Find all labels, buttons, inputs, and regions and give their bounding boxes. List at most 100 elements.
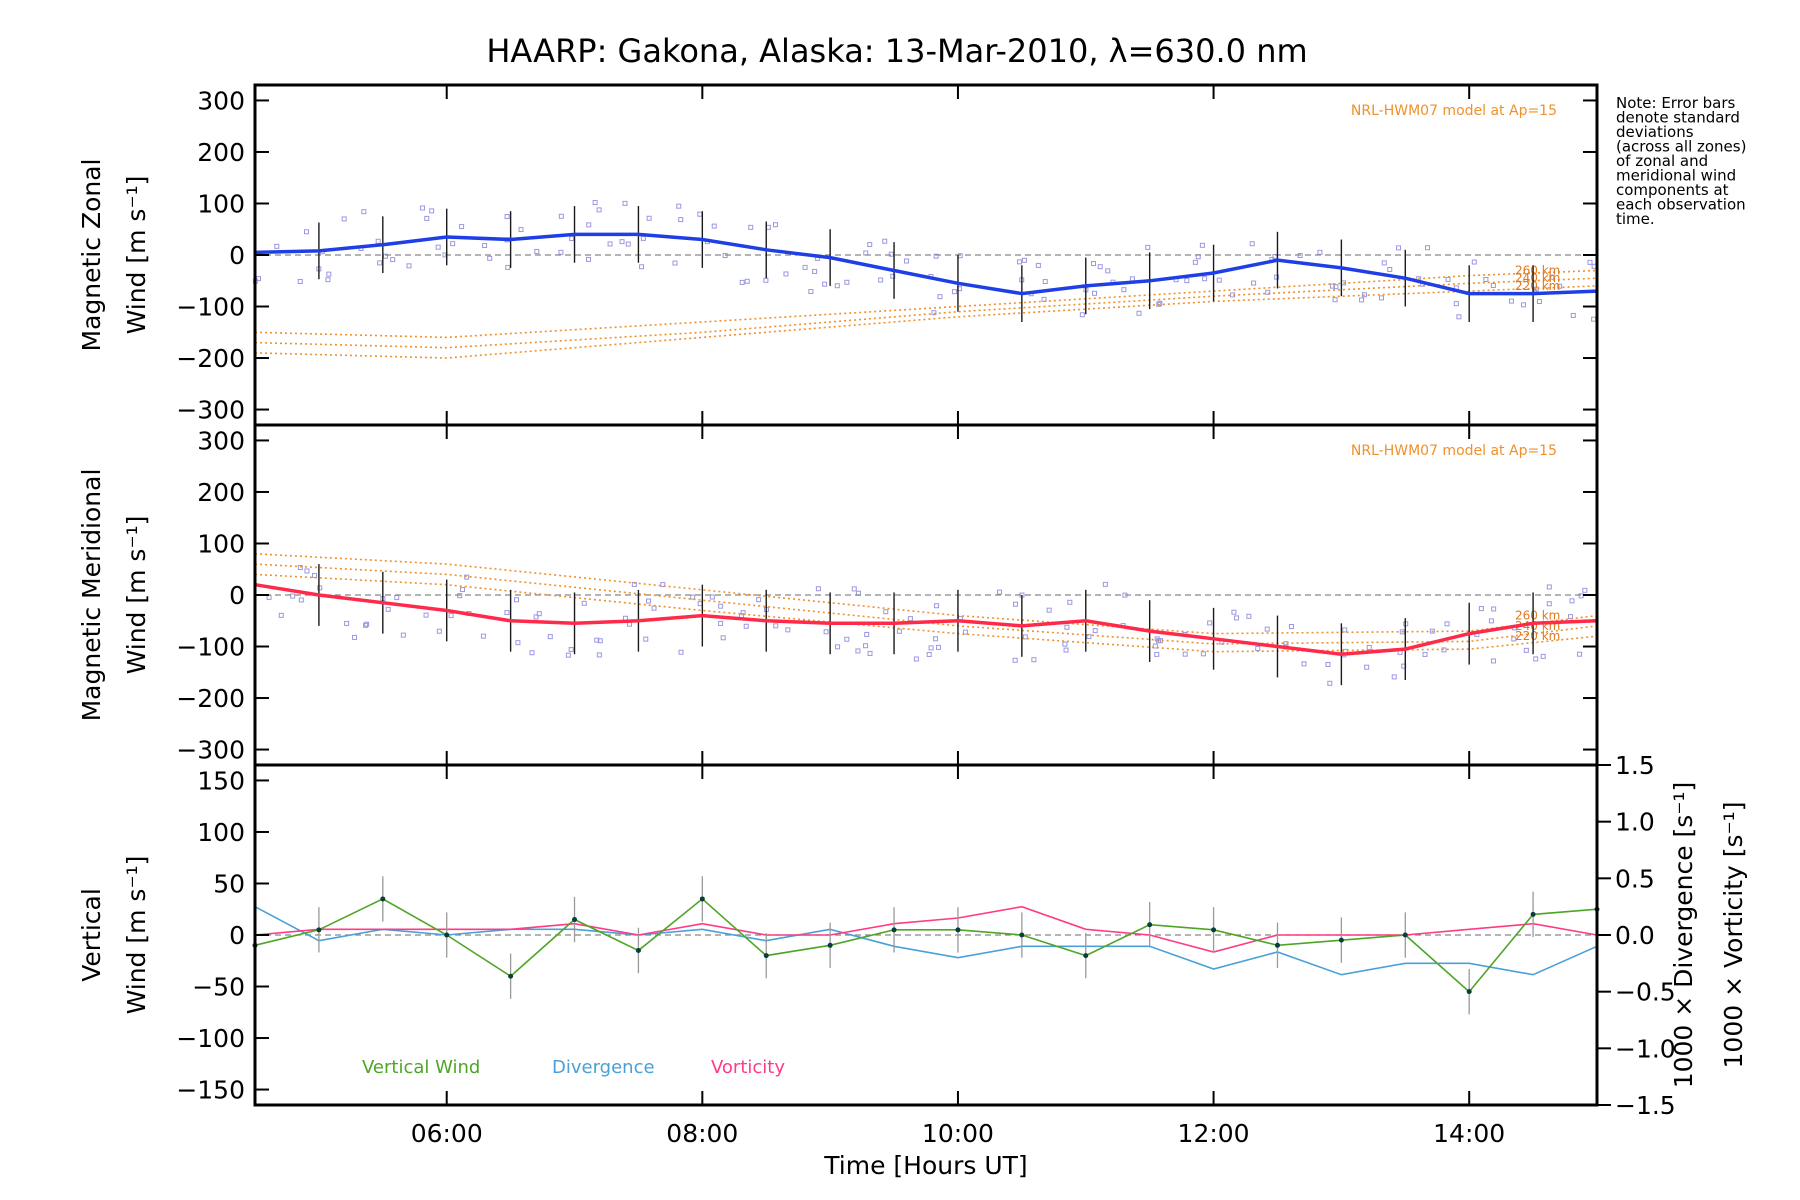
zone-sample xyxy=(569,236,575,242)
zone-sample xyxy=(1192,259,1198,265)
zone-sample xyxy=(394,595,400,601)
note-line: (across all zones) xyxy=(1616,138,1746,156)
zone-sample xyxy=(625,241,631,247)
zone-sample xyxy=(812,268,818,274)
zone-sample xyxy=(913,656,919,662)
zone-sample xyxy=(518,227,524,233)
zone-sample xyxy=(808,289,814,295)
zone-sample xyxy=(765,224,771,230)
zone-sample xyxy=(597,638,603,644)
zone-sample xyxy=(1035,262,1041,268)
data-point xyxy=(763,953,769,959)
model-altitude-label: 260 km xyxy=(1515,609,1560,623)
y-tick-label: 300 xyxy=(197,86,245,115)
zone-sample xyxy=(400,632,406,638)
zone-sample xyxy=(957,253,963,259)
zone-sample xyxy=(594,637,600,643)
zone-sample xyxy=(297,278,303,284)
note-line: meridional wind xyxy=(1616,167,1736,185)
data-point xyxy=(1338,937,1344,943)
zone-sample xyxy=(436,628,442,634)
zone-sample xyxy=(1274,274,1280,280)
data-point xyxy=(380,896,386,902)
y2-tick-label: 1.5 xyxy=(1615,751,1655,780)
zone-sample xyxy=(646,215,652,221)
data-point xyxy=(699,896,705,902)
y-tick-label: 0 xyxy=(229,581,245,610)
y-tick-label: −100 xyxy=(176,633,245,662)
zone-sample xyxy=(325,277,331,283)
zone-sample xyxy=(1121,287,1127,293)
zone-sample xyxy=(534,248,540,254)
zone-sample xyxy=(1012,657,1018,663)
zone-sample xyxy=(1046,607,1052,613)
zone-sample xyxy=(1471,259,1477,265)
y2-tick-label: −0.5 xyxy=(1615,978,1676,1007)
zone-sample xyxy=(907,616,913,622)
zone-sample xyxy=(1202,276,1208,282)
data-point xyxy=(1466,989,1472,995)
zone-sample xyxy=(1154,651,1160,657)
zone-sample xyxy=(1255,646,1261,652)
zone-sample xyxy=(533,614,539,620)
zone-sample xyxy=(1105,268,1111,274)
y-tick-label: −50 xyxy=(192,973,245,1002)
zone-sample xyxy=(1478,606,1484,612)
zone-sample xyxy=(1031,657,1037,663)
zone-sample xyxy=(867,242,873,248)
y-tick-label: 100 xyxy=(197,818,245,847)
zone-sample xyxy=(1156,638,1162,644)
chart-title: HAARP: Gakona, Alaska: 13-Mar-2010, λ=63… xyxy=(486,32,1307,70)
zone-sample xyxy=(1591,316,1597,322)
zone-sample xyxy=(646,598,652,604)
zone-sample xyxy=(487,255,493,261)
zone-sample xyxy=(928,645,934,651)
zone-sample xyxy=(1425,245,1431,251)
zone-sample xyxy=(429,208,435,214)
zone-sample xyxy=(297,564,303,570)
zone-sample xyxy=(1523,647,1529,653)
zone-sample xyxy=(802,264,808,270)
zone-sample xyxy=(1199,242,1205,248)
zone-sample xyxy=(619,239,625,245)
zone-sample xyxy=(748,224,754,230)
zone-sample xyxy=(1361,292,1367,298)
note-line: Note: Error bars xyxy=(1616,94,1736,112)
zone-sample xyxy=(1549,274,1555,280)
zone-sample xyxy=(1483,277,1489,283)
note-line: each observation xyxy=(1616,196,1746,214)
zone-sample xyxy=(815,586,821,592)
y2-tick-label: −1.0 xyxy=(1615,1034,1676,1063)
zone-sample xyxy=(863,643,869,649)
zone-sample xyxy=(1136,310,1142,316)
zone-sample xyxy=(1152,643,1158,649)
zone-sample xyxy=(1359,297,1365,303)
y-tick-label: −200 xyxy=(176,684,245,713)
zone-sample xyxy=(1569,598,1575,604)
data-point xyxy=(316,927,322,933)
x-tick-label: 12:00 xyxy=(1178,1119,1250,1148)
note-line: time. xyxy=(1616,210,1655,228)
zone-sample xyxy=(505,264,511,270)
x-tick-label: 08:00 xyxy=(666,1119,738,1148)
zone-sample xyxy=(1508,298,1514,304)
legend-divergence: Divergence xyxy=(552,1057,655,1078)
zone-sample xyxy=(1533,656,1539,662)
zone-sample xyxy=(1301,661,1307,667)
zone-sample xyxy=(558,213,564,219)
series-line-divergence xyxy=(254,905,1598,976)
zone-sample xyxy=(1422,651,1428,657)
zone-sample xyxy=(951,289,957,295)
zone-sample xyxy=(424,215,430,221)
zone-sample xyxy=(883,609,889,615)
zone-sample xyxy=(643,636,649,642)
zone-sample xyxy=(1022,634,1028,640)
zone-sample xyxy=(586,222,592,228)
series-line-zonal xyxy=(254,232,1598,296)
zone-sample xyxy=(1546,601,1552,607)
zone-sample xyxy=(1156,301,1162,307)
model-altitude-label: 220 km xyxy=(1515,629,1560,643)
y-label-line1: Magnetic Zonal xyxy=(77,159,106,352)
zone-sample xyxy=(459,224,465,230)
